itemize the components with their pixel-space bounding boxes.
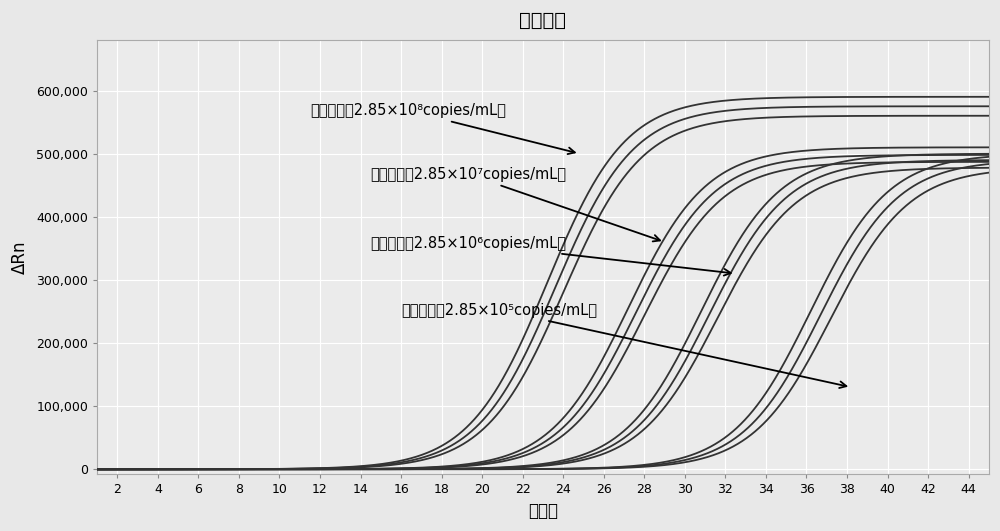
Text: 寨卡病毒（2.85×10⁵copies/mL）: 寨卡病毒（2.85×10⁵copies/mL） [401, 303, 846, 388]
Text: 寨卡病毒（2.85×10⁸copies/mL）: 寨卡病毒（2.85×10⁸copies/mL） [310, 103, 575, 154]
Text: 寨卡病毒（2.85×10⁷copies/mL）: 寨卡病毒（2.85×10⁷copies/mL） [371, 167, 660, 242]
X-axis label: 循环数: 循环数 [528, 502, 558, 520]
Text: 寨卡病毒（2.85×10⁶copies/mL）: 寨卡病毒（2.85×10⁶copies/mL） [371, 236, 731, 276]
Y-axis label: ΔRn: ΔRn [11, 241, 29, 274]
Title: 扩增曲线: 扩增曲线 [519, 11, 566, 30]
